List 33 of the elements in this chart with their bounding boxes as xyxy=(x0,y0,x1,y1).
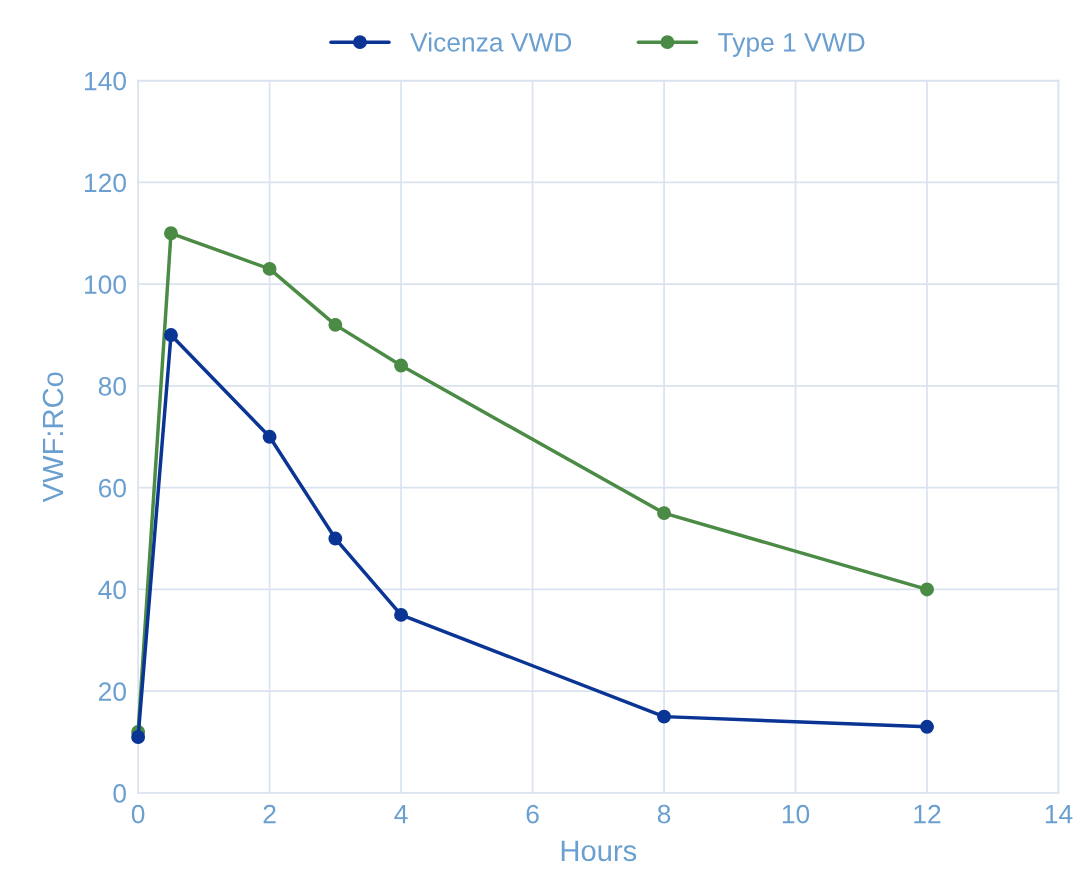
legend-label: Type 1 VWD xyxy=(718,33,865,57)
x-tick-label: 10 xyxy=(782,804,810,824)
y-tick-label: 80 xyxy=(98,377,126,396)
y-tick-label: 60 xyxy=(98,478,126,498)
point xyxy=(164,226,178,241)
y-tick-label: 40 xyxy=(98,580,126,600)
point xyxy=(394,607,409,622)
point xyxy=(262,429,277,444)
y-tick-label: 0 xyxy=(113,784,126,803)
point xyxy=(131,730,146,744)
x-tick-label: 8 xyxy=(657,804,671,824)
y-tick-label: 120 xyxy=(84,173,126,193)
y-axis-title: VWF:RCo xyxy=(42,372,64,503)
x-axis-title: Hours xyxy=(561,840,637,862)
x-tick-label: 12 xyxy=(914,804,941,824)
y-tick-label: 20 xyxy=(98,682,126,702)
point xyxy=(657,709,671,724)
point xyxy=(164,328,178,342)
y-tick-label: 100 xyxy=(84,275,126,294)
point xyxy=(657,506,671,521)
y-tick-label: 140 xyxy=(84,71,126,91)
point xyxy=(920,719,934,734)
point xyxy=(920,582,934,597)
x-tick-label: 2 xyxy=(263,804,276,824)
point xyxy=(328,531,343,546)
x-tick-label: 14 xyxy=(1045,805,1073,824)
x-tick-label: 6 xyxy=(526,804,539,824)
x-tick-label: 0 xyxy=(131,804,145,824)
legend-label: Vicenza VWD xyxy=(410,32,572,52)
point xyxy=(262,261,277,276)
x-tick-label: 4 xyxy=(394,805,408,824)
point xyxy=(394,358,409,373)
point xyxy=(328,317,343,332)
